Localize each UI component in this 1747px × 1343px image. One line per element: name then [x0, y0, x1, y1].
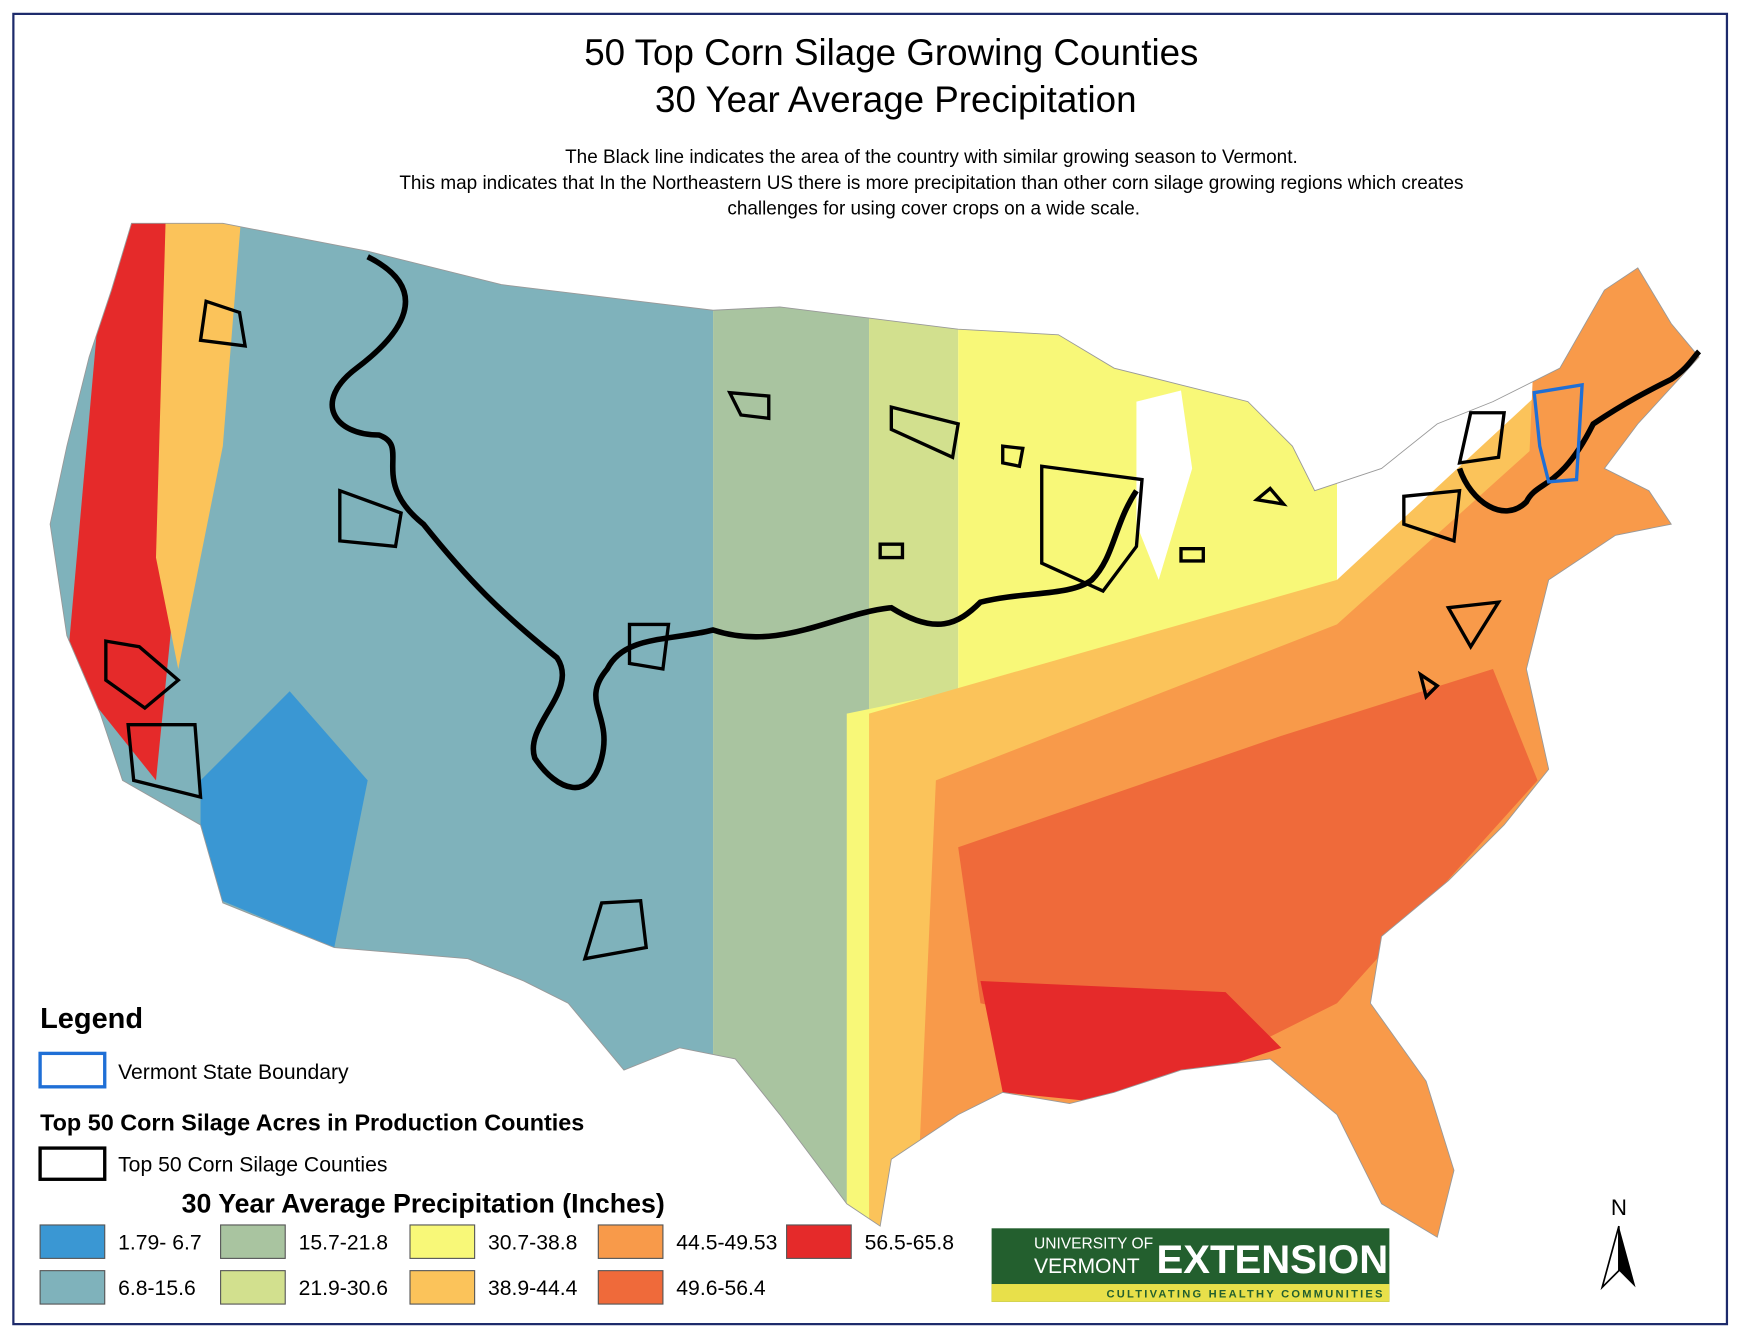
north-arrow: [1600, 1225, 1620, 1291]
legend-swatch: [38, 1146, 107, 1181]
legend-swatch: [786, 1224, 852, 1259]
legend-label: 56.5-65.8: [865, 1231, 954, 1254]
description: challenges for using cover crops on a wi…: [727, 198, 1140, 219]
legend-swatch: [38, 1051, 107, 1089]
legend-label: 15.7-21.8: [299, 1231, 388, 1254]
legend-swatch: [597, 1224, 664, 1259]
legend-swatch: [39, 1224, 106, 1259]
description: The Black line indicates the area of the…: [565, 147, 1298, 168]
legend-label: 30.7-38.8: [488, 1231, 577, 1254]
north-arrow: [1618, 1226, 1636, 1288]
title: 50 Top Corn Silage Growing Counties: [584, 32, 1198, 73]
title: 30 Year Average Precipitation: [655, 79, 1137, 120]
legend-label: 44.5-49.53: [676, 1231, 777, 1254]
county-outlines: [104, 299, 1507, 961]
legend-label: Vermont State Boundary: [118, 1061, 349, 1084]
legend-label: 38.9-44.4: [488, 1277, 578, 1300]
logo-brand: EXTENSION: [1156, 1238, 1388, 1282]
vermont-boundary: [1532, 382, 1584, 484]
legend-swatch: [409, 1224, 476, 1259]
frame: [12, 12, 1729, 1326]
growing-season-line: [329, 254, 1139, 791]
logo-text: VERMONT: [1034, 1255, 1140, 1278]
growing-season-line: [1456, 349, 1702, 514]
logo: UNIVERSITY OF VERMONT EXTENSION CULTIVAT…: [991, 1228, 1390, 1302]
logo-text: UNIVERSITY OF: [1034, 1235, 1153, 1252]
description: This map indicates that In the Northeast…: [399, 173, 1463, 194]
legend-swatch: [220, 1224, 286, 1259]
north-label: N: [1611, 1195, 1627, 1220]
legend-label: 49.6-56.4: [676, 1277, 766, 1300]
precip-legend: 1.79- 6.7 6.8-15.6 15.7-21.8 21.9-30.6 30.7-…: [39, 1224, 954, 1305]
legend-swatch: [597, 1270, 664, 1305]
logo-tagline: CULTIVATING HEALTHY COMMUNITIES: [1107, 1288, 1385, 1300]
legend-label: 1.79- 6.7: [118, 1231, 202, 1254]
legend-title: Legend: [40, 1003, 143, 1035]
legend-label: Top 50 Corn Silage Counties: [118, 1153, 387, 1176]
legend-swatch: [409, 1270, 476, 1305]
legend-swatch: [39, 1270, 106, 1305]
legend-heading: 30 Year Average Precipitation (Inches): [182, 1189, 665, 1219]
legend-heading: Top 50 Corn Silage Acres in Production C…: [40, 1109, 584, 1135]
legend-label: 21.9-30.6: [299, 1277, 388, 1300]
legend-swatch: [220, 1270, 286, 1305]
legend-label: 6.8-15.6: [118, 1277, 196, 1300]
